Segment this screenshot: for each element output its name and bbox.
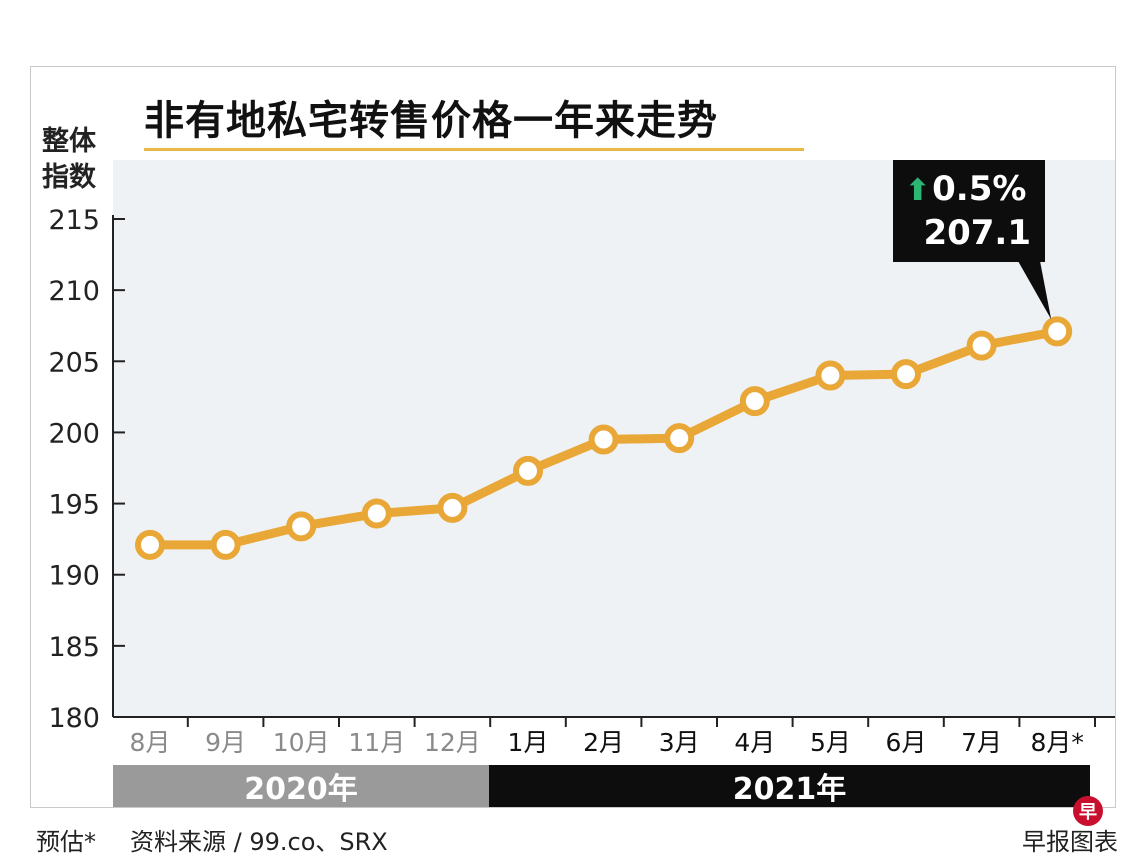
zaobao-logo: 早: [1073, 796, 1103, 826]
data-point: [513, 455, 543, 486]
latest-index-value: 207.1: [923, 213, 1031, 253]
x-tick-label: 8月: [130, 728, 171, 757]
change-percent-value: 0.5%: [932, 169, 1027, 209]
chart-title: 非有地私宅转售价格一年来走势: [144, 98, 718, 144]
x-tick-label: 10月: [273, 728, 330, 757]
credit-label: 早报图表: [1022, 828, 1118, 856]
y-tick-label: 190: [48, 561, 100, 592]
y-tick-label: 195: [48, 490, 100, 521]
y-tick-label: 205: [48, 347, 100, 378]
data-point: [210, 529, 241, 560]
data-point: [437, 492, 468, 523]
y-tick-label: 200: [48, 418, 100, 449]
x-tick-label: 11月: [348, 728, 405, 757]
x-tick-label: 8月*: [1030, 728, 1083, 757]
data-point: [135, 529, 165, 560]
y-axis-label: 整体 指数: [42, 124, 96, 196]
source-note: 资料来源 / 99.co、SRX: [130, 828, 388, 856]
change-percent: ⬆0.5%: [905, 168, 1031, 212]
x-tick-label: 3月: [659, 728, 700, 757]
y-tick-label: 215: [48, 205, 100, 236]
y-tick-label: 180: [48, 703, 100, 734]
x-tick-label: 6月: [886, 728, 927, 757]
latest-value-callout: ⬆0.5% 207.1: [893, 160, 1045, 262]
y-tick-label: 210: [48, 276, 100, 307]
data-point: [664, 423, 695, 454]
data-point: [361, 498, 392, 529]
title-underline: [144, 148, 804, 151]
y-tick-label: 185: [48, 632, 100, 663]
data-point: [588, 424, 619, 455]
x-tick-label: 9月: [205, 728, 246, 757]
x-tick-label: 5月: [810, 728, 851, 757]
data-point: [1042, 316, 1073, 347]
data-point: [966, 330, 997, 361]
x-tick-label: 1月: [508, 728, 549, 757]
estimate-note: 预估*: [36, 828, 96, 856]
x-tick-label: 12月: [424, 728, 481, 757]
x-tick-label: 2月: [583, 728, 624, 757]
x-tick-label: 4月: [734, 728, 775, 757]
y-axis-label-line2: 指数: [42, 162, 96, 193]
year-band-2021: 2021年: [489, 765, 1090, 807]
callout-pointer: [1018, 261, 1052, 320]
data-point: [891, 359, 921, 390]
data-point: [815, 360, 846, 391]
y-axis-label-line1: 整体: [42, 126, 96, 157]
year-band-2020: 2020年: [113, 765, 489, 807]
up-arrow-icon: ⬆: [905, 173, 931, 208]
data-point: [739, 386, 770, 417]
data-point: [286, 511, 317, 542]
x-tick-label: 7月: [961, 728, 1002, 757]
